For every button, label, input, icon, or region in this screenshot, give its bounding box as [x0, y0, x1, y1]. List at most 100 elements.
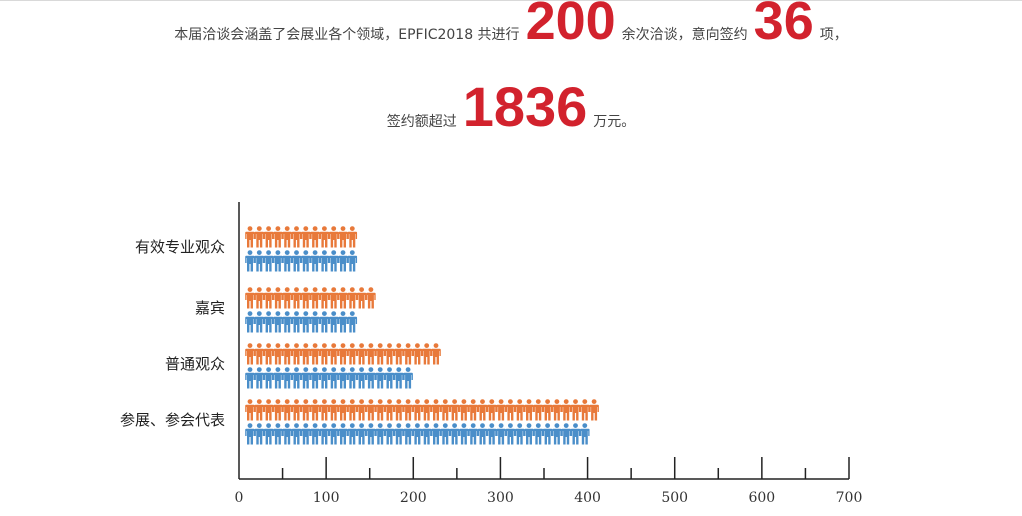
- summary-line-2: 签约额超过 1836 万元。: [0, 79, 1022, 135]
- highlight-number-amount: 1836: [462, 75, 588, 138]
- person-icon: [440, 423, 451, 445]
- bar-series-1: [245, 287, 376, 309]
- person-icon: [291, 423, 302, 445]
- person-icon: [496, 423, 506, 445]
- person-icon: [319, 287, 330, 309]
- bar-series-2: [245, 367, 413, 389]
- category-label: 有效专业观众: [134, 238, 225, 256]
- person-icon: [505, 399, 516, 421]
- person-icon: [552, 423, 562, 445]
- person-icon: [273, 423, 283, 445]
- person-icon: [449, 399, 460, 421]
- person-icon: [580, 399, 590, 421]
- person-icon: [514, 423, 525, 445]
- person-icon: [328, 311, 339, 333]
- person-icon: [347, 399, 358, 421]
- person-icon: [412, 399, 423, 421]
- person-icon: [282, 287, 292, 309]
- person-icon: [468, 399, 478, 421]
- person-icon: [263, 367, 274, 389]
- person-icon: [366, 367, 376, 389]
- x-tick-label: 600: [748, 490, 776, 506]
- person-icon: [291, 311, 302, 333]
- x-tick-label: 100: [312, 490, 340, 506]
- summary-text-4: 签约额超过: [386, 114, 457, 130]
- person-icon: [459, 423, 469, 445]
- person-icon: [291, 399, 302, 421]
- person-icon: [580, 423, 590, 445]
- x-tick-label: 400: [574, 490, 601, 506]
- x-tick-label: 200: [399, 490, 427, 506]
- person-icon: [328, 367, 339, 389]
- bar-series-2: [245, 250, 358, 272]
- person-icon: [310, 226, 320, 248]
- person-icon: [542, 399, 553, 421]
- person-icon: [366, 287, 376, 309]
- person-icon: [291, 367, 302, 389]
- person-icon: [254, 343, 265, 365]
- person-icon: [245, 226, 255, 248]
- person-icon: [338, 367, 348, 389]
- person-icon: [338, 287, 348, 309]
- person-icon: [282, 367, 292, 389]
- highlight-number-talks: 200: [525, 0, 616, 51]
- person-icon: [310, 250, 320, 272]
- person-icon: [394, 399, 404, 421]
- person-icon: [319, 367, 330, 389]
- person-icon: [245, 287, 255, 309]
- person-icon: [431, 343, 441, 365]
- bar-series-1: [245, 399, 599, 421]
- person-icon: [421, 343, 432, 365]
- person-icon: [487, 423, 497, 445]
- person-icon: [273, 287, 283, 309]
- x-tick-label: 500: [661, 490, 689, 506]
- person-icon: [561, 423, 571, 445]
- person-icon: [291, 250, 302, 272]
- person-icon: [291, 287, 302, 309]
- person-icon: [254, 367, 265, 389]
- person-icon: [310, 287, 320, 309]
- person-icon: [282, 226, 292, 248]
- person-icon: [328, 423, 339, 445]
- person-icon: [245, 423, 255, 445]
- person-icon: [366, 343, 376, 365]
- summary-text-3: 项，: [819, 27, 848, 43]
- x-tick-label: 300: [487, 490, 514, 506]
- person-icon: [356, 367, 367, 389]
- person-icon: [552, 399, 562, 421]
- person-icon: [328, 250, 339, 272]
- person-icon: [245, 343, 255, 365]
- person-icon: [338, 423, 348, 445]
- person-icon: [301, 399, 311, 421]
- person-icon: [514, 399, 525, 421]
- person-icon: [319, 250, 330, 272]
- person-icon: [338, 311, 348, 333]
- person-icon: [338, 399, 348, 421]
- person-icon: [347, 226, 358, 248]
- person-icon: [310, 343, 320, 365]
- person-icon: [412, 423, 423, 445]
- highlight-number-contracts: 36: [753, 0, 814, 51]
- person-icon: [356, 287, 367, 309]
- summary-text-1: 本届洽谈会涵盖了会展业各个领域，EPFIC2018 共进行: [174, 27, 520, 43]
- person-icon: [384, 343, 395, 365]
- person-icon: [328, 226, 339, 248]
- person-icon: [338, 343, 348, 365]
- person-icon: [366, 399, 376, 421]
- person-icon: [310, 367, 320, 389]
- person-icon: [394, 367, 404, 389]
- person-icon: [301, 423, 311, 445]
- person-icon: [328, 287, 339, 309]
- person-icon: [263, 399, 274, 421]
- person-icon: [421, 399, 432, 421]
- person-icon: [403, 399, 413, 421]
- person-icon: [347, 311, 358, 333]
- person-icon: [384, 399, 395, 421]
- person-icon: [403, 343, 413, 365]
- person-icon: [505, 423, 516, 445]
- person-icon: [459, 399, 469, 421]
- person-icon: [254, 399, 265, 421]
- person-icon: [347, 367, 358, 389]
- person-icon: [440, 399, 451, 421]
- person-icon: [384, 367, 395, 389]
